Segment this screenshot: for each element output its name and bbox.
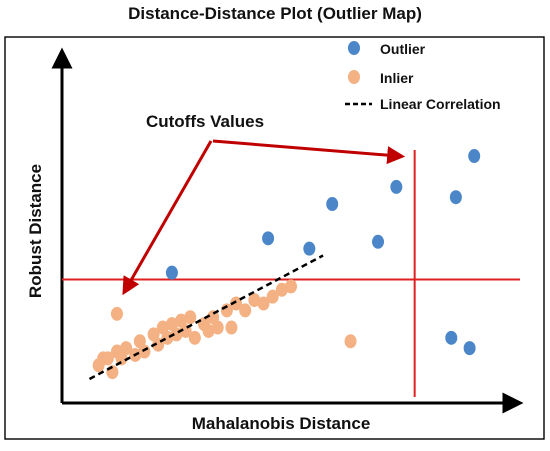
inlier-point <box>230 296 243 311</box>
outlier-point <box>449 190 462 205</box>
legend-inlier-label: Inlier <box>380 70 414 86</box>
inlier-point <box>101 351 114 366</box>
outlier-point <box>390 179 403 194</box>
inlier-point <box>211 320 224 335</box>
inlier-point <box>110 306 123 321</box>
legend: Outlier Inlier Linear Correlation <box>345 41 501 112</box>
inlier-point <box>248 293 261 308</box>
outlier-series <box>165 149 481 356</box>
legend-outlier-marker <box>348 41 360 55</box>
inlier-point <box>120 341 133 356</box>
reference-lines <box>62 150 520 397</box>
inlier-point <box>202 323 215 338</box>
legend-outlier-label: Outlier <box>380 41 426 57</box>
x-axis-label: Mahalanobis Distance <box>192 414 371 433</box>
inlier-point <box>257 296 270 311</box>
inlier-point <box>161 330 174 345</box>
inlier-point <box>188 330 201 345</box>
cutoffs-arrow-right <box>212 139 406 165</box>
outlier-point <box>326 197 339 212</box>
outlier-point <box>372 234 385 249</box>
inlier-point <box>225 320 238 335</box>
inlier-point <box>175 313 188 328</box>
legend-linear-correlation-label: Linear Correlation <box>380 96 501 112</box>
inlier-point <box>133 334 146 349</box>
outlier-point <box>463 341 476 356</box>
chart-title: Distance-Distance Plot (Outlier Map) <box>128 4 422 23</box>
legend-inlier-marker <box>348 70 360 84</box>
inlier-point <box>165 317 178 332</box>
inlier-point <box>138 344 151 359</box>
outlier-point <box>468 149 481 164</box>
inlier-point <box>266 289 279 304</box>
inlier-point <box>239 303 252 318</box>
inlier-point <box>207 310 220 325</box>
linear-correlation-line <box>88 254 324 381</box>
outlier-point <box>445 330 458 345</box>
inlier-series <box>92 279 357 380</box>
inlier-point <box>285 279 297 294</box>
inlier-point <box>147 327 160 342</box>
inlier-point <box>184 310 197 325</box>
outlier-point <box>303 241 316 256</box>
cutoffs-annotation: Cutoffs Values <box>146 112 264 131</box>
inlier-point <box>115 351 128 366</box>
figure-frame <box>4 36 545 440</box>
inlier-point <box>344 334 357 349</box>
inlier-point <box>275 282 288 297</box>
outlier-point <box>165 265 178 280</box>
cutoffs-arrow-left <box>122 140 213 296</box>
y-axis-label: Robust Distance <box>26 164 45 298</box>
outlier-point <box>262 231 275 246</box>
inlier-point <box>156 320 169 335</box>
